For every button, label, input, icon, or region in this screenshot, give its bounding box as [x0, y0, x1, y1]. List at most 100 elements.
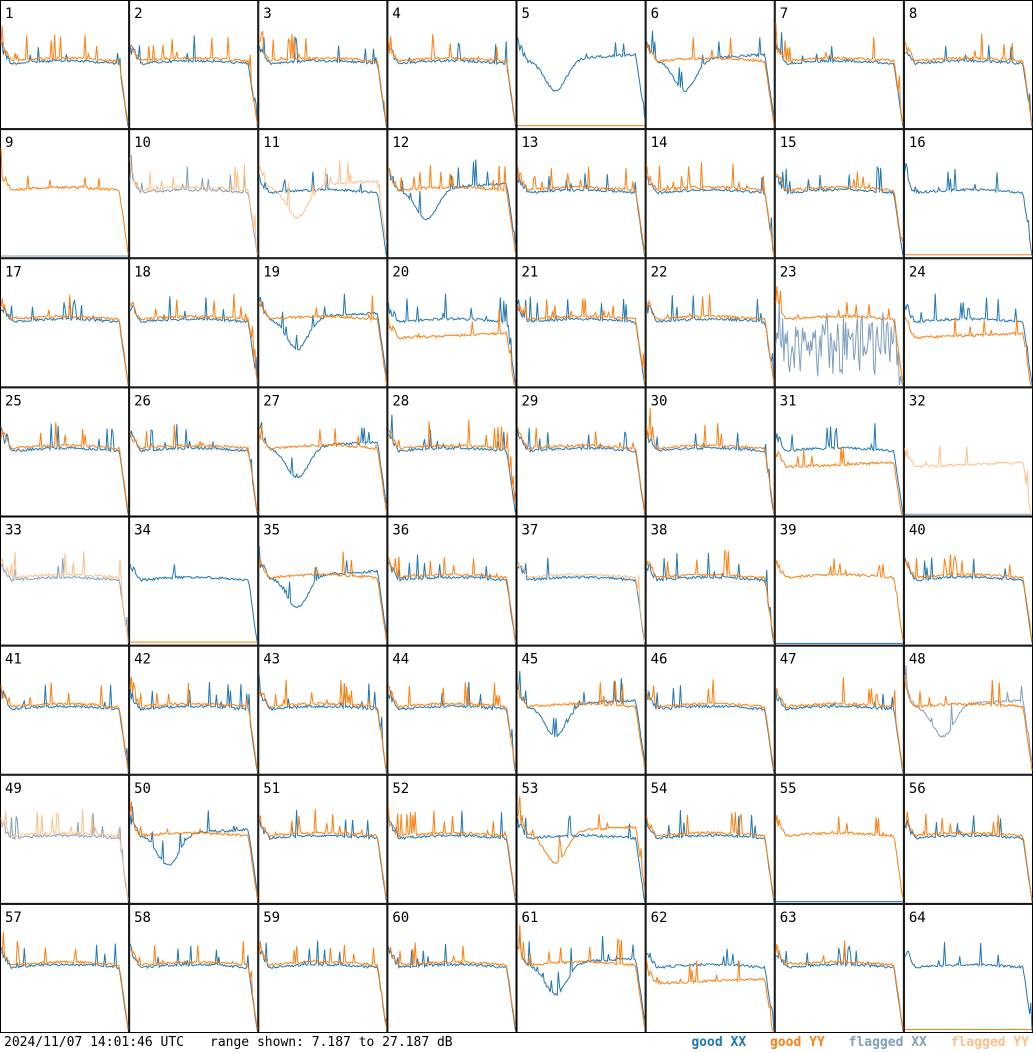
series-xx-44: [387, 681, 516, 773]
tile-24: 24: [903, 258, 1033, 388]
series-xx-30: [646, 428, 775, 514]
series-yy-11: [258, 160, 387, 243]
series-xx-10: [129, 154, 258, 256]
tile-label: 32: [909, 393, 926, 409]
series-yy-29: [517, 425, 646, 513]
tile-frame: [774, 0, 904, 130]
series-yy-20: [387, 308, 516, 386]
tile-label: 22: [651, 264, 668, 280]
series-xx-27: [258, 422, 387, 505]
tile-label: 45: [522, 652, 539, 668]
tile-frame: [645, 258, 775, 388]
series-yy-1: [0, 25, 129, 124]
tile-label: 42: [134, 652, 151, 668]
series-xx-47: [775, 688, 904, 773]
tile-4: 4: [387, 0, 517, 130]
series-yy-24: [904, 316, 1032, 386]
series-yy-27: [258, 425, 387, 513]
tile-frame: [516, 0, 646, 130]
tile-29: 29: [516, 387, 646, 517]
series-yy-48: [904, 674, 1033, 771]
series-yy-4: [387, 34, 516, 124]
tile-35: 35: [258, 516, 388, 646]
tile-frame: [0, 258, 130, 388]
tile-label: 5: [522, 6, 530, 22]
series-xx-25: [0, 423, 129, 515]
tile-64: 64: [903, 903, 1033, 1033]
range-shown: range shown: 7.187 to 27.187 dB: [210, 1035, 453, 1050]
series-yy-40: [904, 554, 1033, 641]
tile-label: 11: [263, 135, 280, 151]
tile-label: 34: [134, 523, 151, 539]
tile-label: 26: [134, 393, 151, 409]
tile-frame: [387, 903, 517, 1033]
series-xx-7: [775, 32, 904, 127]
tile-49: 49: [0, 774, 130, 904]
tile-40: 40: [903, 516, 1033, 646]
tile-frame: [258, 129, 388, 259]
tile-10: 10: [129, 129, 259, 259]
tile-frame: [903, 516, 1033, 646]
tile-25: 25: [0, 387, 130, 517]
series-xx-43: [258, 675, 387, 773]
tile-label: 7: [780, 6, 788, 22]
series-xx-59: [258, 940, 387, 1023]
series-yy-53: [517, 796, 646, 891]
tile-label: 28: [392, 393, 409, 409]
tile-frame: [0, 0, 130, 130]
series-yy-2: [129, 37, 258, 125]
tile-frame: [387, 516, 517, 646]
tile-frame: [387, 387, 517, 517]
tile-5: 5: [516, 0, 646, 130]
tile-frame: [258, 258, 388, 388]
series-yy-23: [775, 285, 904, 383]
series-yy-19: [258, 295, 387, 384]
tile-label: 56: [909, 781, 926, 797]
tile-label: 12: [392, 135, 409, 151]
tile-frame: [645, 774, 775, 904]
tile-frame: [258, 774, 388, 904]
series-xx-14: [646, 176, 775, 255]
tile-33: 33: [0, 516, 130, 646]
tile-frame: [516, 774, 646, 904]
tile-label: 48: [909, 652, 926, 668]
series-xx-58: [129, 943, 258, 1031]
tile-frame: [516, 516, 646, 646]
tile-frame: [774, 387, 904, 517]
tile-frame: [903, 645, 1033, 775]
tile-label: 39: [780, 523, 797, 539]
series-yy-15: [775, 171, 904, 243]
tile-label: 46: [651, 652, 668, 668]
series-xx-60: [387, 943, 516, 1031]
tile-frame: [0, 387, 130, 517]
tile-frame: [903, 387, 1033, 517]
tile-label: 43: [263, 652, 280, 668]
series-yy-30: [646, 407, 775, 512]
tile-20: 20: [387, 258, 517, 388]
tile-label: 2: [134, 6, 142, 22]
tile-54: 54: [645, 774, 775, 904]
tile-label: 53: [522, 781, 539, 797]
legend-flagged-yy: flagged YY: [950, 1035, 1029, 1050]
series-yy-50: [129, 801, 258, 899]
series-yy-8: [904, 33, 1033, 125]
series-xx-46: [646, 685, 775, 773]
series-yy-51: [258, 808, 387, 899]
tile-frame: [774, 516, 904, 646]
series-xx-11: [258, 171, 387, 257]
tile-frame: [129, 903, 259, 1033]
tile-frame: [387, 129, 517, 259]
tile-label: 44: [392, 652, 409, 668]
tile-frame: [645, 129, 775, 259]
tile-48: 48: [903, 645, 1033, 775]
tile-frame: [0, 516, 130, 646]
tile-46: 46: [645, 645, 775, 775]
series-yy-38: [646, 549, 775, 641]
series-yy-10: [129, 157, 258, 255]
tile-56: 56: [903, 774, 1033, 904]
series-yy-63: [775, 940, 904, 1030]
tile-label: 57: [5, 910, 22, 926]
tile-27: 27: [258, 387, 388, 517]
tile-frame: [645, 0, 775, 130]
